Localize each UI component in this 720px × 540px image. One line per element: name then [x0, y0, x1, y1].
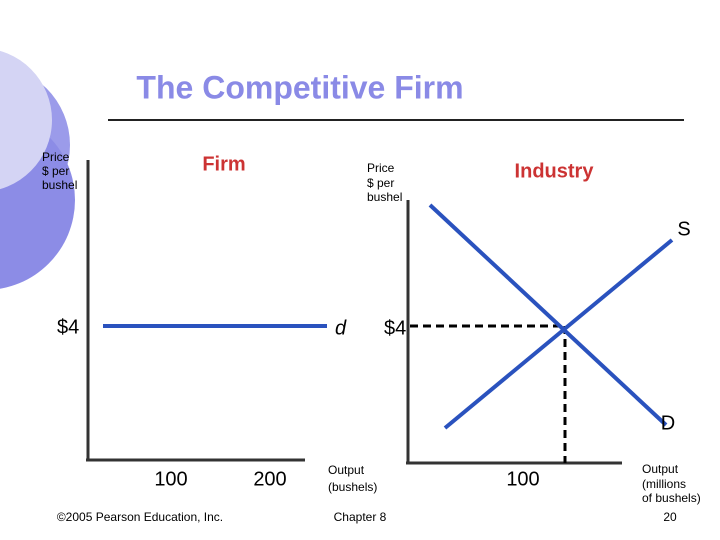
- supply-label: S: [677, 218, 690, 240]
- price-label: $4: [57, 316, 79, 338]
- x-tick-label: 100: [154, 468, 187, 490]
- decor-circle: [0, 50, 52, 190]
- x-axis-label: (bushels): [328, 480, 377, 494]
- chapter: Chapter 8: [334, 510, 387, 524]
- x-tick-label: 200: [253, 468, 286, 490]
- x-axis-label: Output: [328, 463, 365, 477]
- x-axis-label: (millions: [642, 477, 686, 491]
- x-axis-label: Output: [642, 462, 679, 476]
- x-axis-label: of bushels): [642, 491, 701, 505]
- slide-title: The Competitive Firm: [136, 69, 463, 105]
- page-number: 20: [663, 510, 677, 524]
- y-axis-label: Price: [367, 161, 395, 175]
- y-axis-label: $ per: [367, 176, 394, 190]
- demand-label: D: [661, 412, 675, 434]
- y-axis-label: bushel: [42, 178, 77, 192]
- y-axis-label: $ per: [42, 164, 69, 178]
- panel-title: Industry: [515, 160, 595, 182]
- x-tick-label: 100: [506, 468, 539, 490]
- y-axis-label: Price: [42, 150, 70, 164]
- price-label: $4: [384, 317, 406, 339]
- supply-curve: [443, 238, 674, 430]
- panel-title: Firm: [202, 153, 245, 175]
- curve-label: d: [335, 317, 347, 339]
- demand-curve: [428, 203, 668, 427]
- y-axis-label: bushel: [367, 190, 402, 204]
- copyright: ©2005 Pearson Education, Inc.: [57, 510, 223, 524]
